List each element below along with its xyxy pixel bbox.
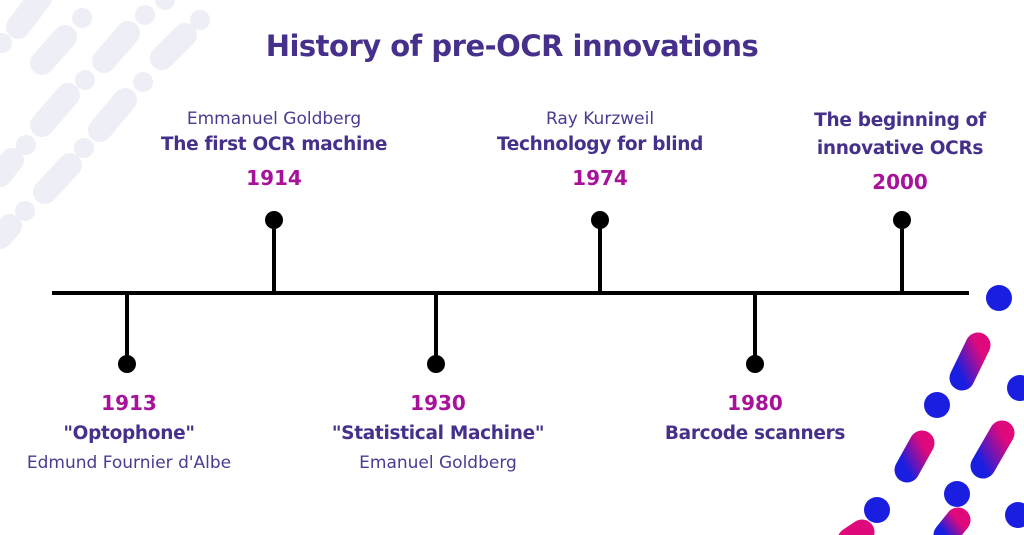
color-dash-pattern	[838, 285, 1024, 535]
marker-stem-2000	[900, 222, 904, 293]
event-year: 2000	[872, 170, 928, 194]
event-title: "Statistical Machine"	[331, 423, 545, 444]
event-title-line1: The beginning of	[814, 110, 986, 131]
event-title-line2: innovative OCRs	[816, 138, 984, 159]
page-title: History of pre-OCR innovations	[265, 29, 759, 63]
event-title: Barcode scanners	[664, 423, 846, 444]
event-year: 1974	[572, 166, 628, 190]
event-year: 1930	[410, 391, 466, 415]
event-year: 1913	[101, 391, 157, 415]
marker-stem-1930	[434, 293, 438, 365]
event-label-1930: 1930 "Statistical Machine" Emanuel Goldb…	[331, 388, 545, 475]
marker-dot-2000	[893, 211, 911, 229]
marker-stem-1980	[753, 293, 757, 365]
event-year: 1980	[727, 391, 783, 415]
event-author: Ray Kurzweil	[545, 109, 655, 129]
marker-stem-1913	[125, 293, 129, 365]
event-label-2000: The beginning of innovative OCRs 2000	[814, 107, 986, 197]
event-title: Technology for blind	[496, 134, 704, 155]
event-label-1974: Ray Kurzweil Technology for blind 1974	[497, 107, 703, 193]
event-label-1914: Emmanuel Goldberg The first OCR machine …	[160, 107, 388, 193]
event-author: Emanuel Goldberg	[359, 453, 517, 473]
timeline-axis	[52, 291, 969, 295]
marker-dot-1974	[591, 211, 609, 229]
event-title: The first OCR machine	[160, 134, 388, 155]
marker-dot-1914	[265, 211, 283, 229]
marker-stem-1914	[272, 222, 276, 293]
event-title: "Optophone"	[63, 423, 195, 444]
event-label-1913: 1913 "Optophone" Edmund Fournier d'Albe	[27, 388, 231, 475]
event-label-1980: 1980 Barcode scanners	[664, 388, 846, 448]
marker-stem-1974	[598, 222, 602, 293]
event-author: Edmund Fournier d'Albe	[26, 453, 232, 473]
event-year: 1914	[246, 166, 302, 190]
marker-dot-1980	[746, 355, 764, 373]
event-author: Emmanuel Goldberg	[186, 109, 362, 129]
marker-dot-1930	[427, 355, 445, 373]
marker-dot-1913	[118, 355, 136, 373]
